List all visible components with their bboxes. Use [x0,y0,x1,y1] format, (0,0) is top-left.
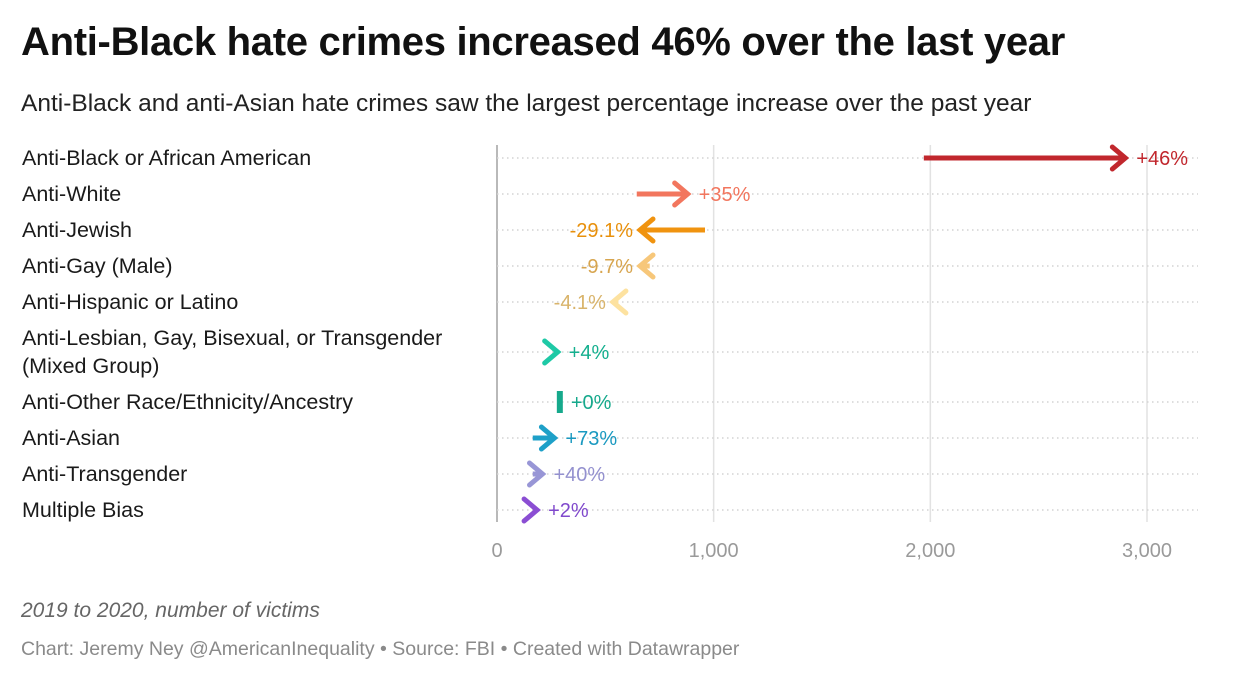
arrow-mark [609,288,629,316]
arrow-mark [532,424,559,452]
arrow-marks [521,144,1130,524]
category-label: Anti-Jewish [22,218,132,242]
category-labels: Anti-Black or African American Anti-White… [22,146,442,522]
chart-notes: 2019 to 2020, number of victims [21,599,320,622]
value-label: +4% [569,342,610,364]
chart-title: Anti-Black hate crimes increased 46% ove… [21,20,1066,64]
arrow-head [1109,144,1130,172]
x-tick-label: 1,000 [689,540,739,562]
arrow-head [672,180,692,208]
arrow-head [527,460,547,488]
category-label: Anti-Lesbian, Gay, Bisexual, or Transgen… [22,326,442,350]
value-label: -4.1% [554,292,606,314]
arrow-mark [923,144,1130,172]
category-label: Anti-White [22,182,121,206]
value-label: -9.7% [581,256,633,278]
x-tick-label: 3,000 [1122,540,1172,562]
category-label: Multiple Bias [22,498,144,522]
arrow-head [542,338,562,366]
value-label: -29.1% [570,220,634,242]
chart-subtitle: Anti-Black and anti-Asian hate crimes sa… [21,90,1032,117]
x-tick-label: 0 [491,540,502,562]
arrow-chart: 0 1,000 2,000 3,000 Anti-Black or African A… [22,144,1198,562]
category-label: Anti-Transgender [22,462,187,486]
category-label: Anti-Other Race/Ethnicity/Ancestry [22,390,353,414]
value-labels: +46% +35% -29.1% -9.7% -4.1% +4% +0% +73% +40% +2… [548,148,1188,522]
arrow-head [609,288,629,316]
arrow-head [636,252,656,280]
category-label: Anti-Hispanic or Latino [22,290,238,314]
value-label: +2% [548,500,589,522]
arrow-head [636,216,656,244]
arrow-mark [636,252,656,280]
category-label: Anti-Gay (Male) [22,254,173,278]
value-label: +35% [699,184,751,206]
arrow-head [538,424,559,452]
category-label: Anti-Asian [22,426,120,450]
arrow-mark [527,460,547,488]
arrow-mark [636,180,692,208]
chart-footer: Chart: Jeremy Ney @AmericanInequality • … [21,638,740,660]
value-label: +46% [1136,148,1188,170]
value-label: +40% [554,464,606,486]
grid-layer [496,145,1198,522]
x-tick-label: 2,000 [905,540,955,562]
arrow-head [521,496,541,524]
arrow-mark [636,216,705,244]
value-label: +0% [571,392,612,414]
arrow-mark [521,496,541,524]
x-axis-ticks: 0 1,000 2,000 3,000 [491,540,1172,562]
category-label: Anti-Black or African American [22,146,311,170]
category-label: (Mixed Group) [22,354,159,378]
arrow-mark [542,338,562,366]
value-label: +73% [565,428,617,450]
